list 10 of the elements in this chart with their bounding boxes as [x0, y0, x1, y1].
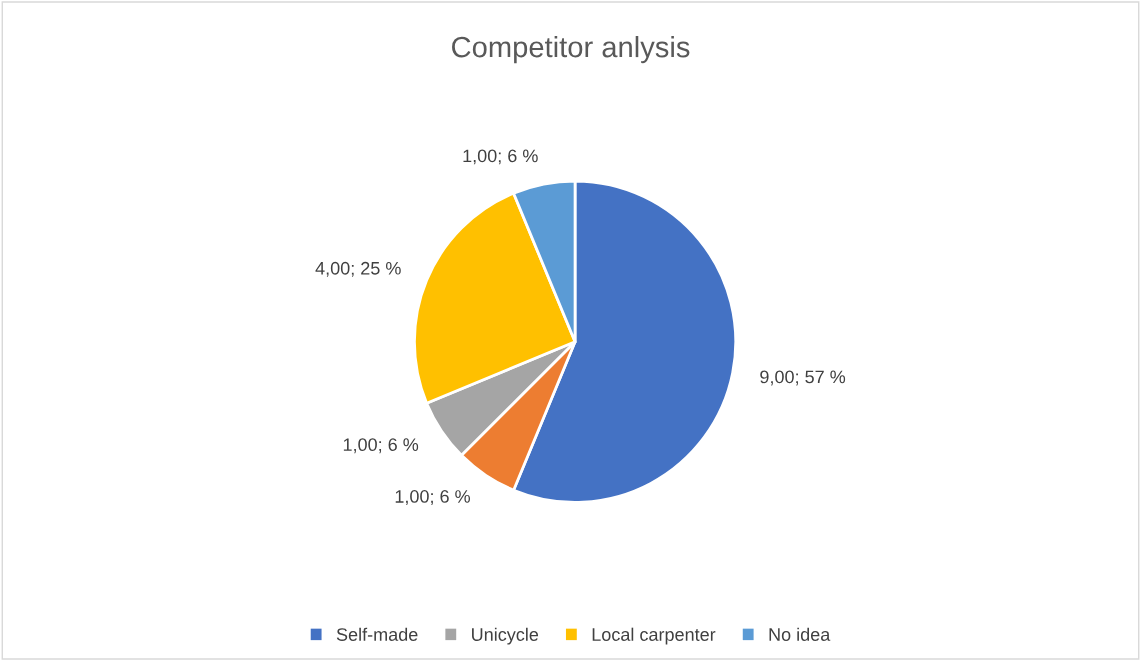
data-label: 1,00; 6 % [463, 149, 538, 165]
legend-label: Self-made [336, 627, 418, 641]
data-label: 1,00; 6 % [343, 438, 419, 454]
chart-title: Competitor anlysis [452, 35, 690, 64]
data-label: 1,00; 6 % [395, 490, 470, 505]
data-label: 9,00; 57 % [760, 370, 846, 386]
data-label: 4,00; 25 % [315, 261, 401, 277]
legend-label: No idea [769, 627, 831, 641]
legend-label: Local carpenter [592, 627, 716, 645]
legend-label: Unicycle [472, 627, 539, 645]
